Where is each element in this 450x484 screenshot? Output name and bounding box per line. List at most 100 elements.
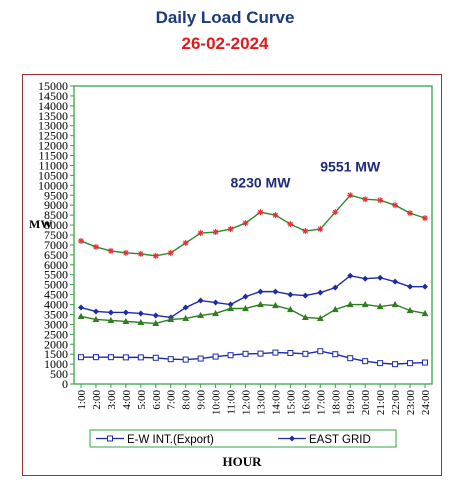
y-tick-label: 0 bbox=[62, 377, 68, 391]
data-point bbox=[197, 355, 204, 362]
data-point bbox=[152, 319, 160, 327]
x-tick-label: 14:00 bbox=[270, 390, 282, 416]
data-point bbox=[78, 304, 84, 311]
series-layer bbox=[77, 192, 429, 368]
data-point bbox=[301, 313, 309, 321]
x-tick-label: 12:00 bbox=[241, 390, 253, 416]
data-point bbox=[392, 202, 399, 209]
data-point bbox=[362, 196, 369, 203]
data-point bbox=[137, 318, 145, 326]
data-point bbox=[377, 360, 384, 367]
data-point bbox=[152, 252, 159, 259]
data-point bbox=[137, 250, 144, 257]
data-point bbox=[107, 354, 114, 361]
data-point bbox=[407, 360, 414, 367]
x-tick-label: 23:00 bbox=[405, 390, 417, 416]
legend-label: E-W INT.(Export) bbox=[127, 434, 214, 446]
data-point bbox=[257, 288, 264, 295]
data-point bbox=[362, 275, 369, 282]
data-point bbox=[422, 215, 428, 222]
data-point bbox=[107, 316, 115, 324]
y-tick-label: 10000 bbox=[38, 178, 68, 192]
y-tick-label: 13500 bbox=[38, 109, 68, 123]
data-point bbox=[227, 301, 234, 308]
x-tick-label: 1:00 bbox=[76, 390, 88, 410]
data-point bbox=[242, 220, 249, 227]
data-point bbox=[347, 355, 354, 362]
data-point bbox=[272, 301, 279, 309]
x-tick-label: 16:00 bbox=[300, 390, 312, 416]
x-axis: 1:00 2:00 3:00 4:00 5:00 6:00 7:00 8:00 9:00 10:0… bbox=[76, 384, 432, 415]
data-point bbox=[122, 354, 129, 361]
x-tick-label: 17:00 bbox=[315, 390, 327, 416]
data-point bbox=[392, 278, 399, 285]
data-point bbox=[242, 304, 249, 312]
y-tick-label: 7500 bbox=[44, 228, 68, 242]
data-point bbox=[332, 351, 339, 358]
data-point bbox=[317, 289, 324, 296]
data-point bbox=[287, 221, 294, 228]
y-tick-label: 6000 bbox=[44, 258, 68, 272]
x-tick-label: 21:00 bbox=[375, 390, 387, 416]
data-point bbox=[287, 350, 294, 357]
data-point bbox=[347, 192, 354, 199]
y-tick-label: 3000 bbox=[44, 317, 68, 331]
y-tick-label: 8500 bbox=[44, 208, 68, 222]
data-point bbox=[317, 348, 324, 355]
data-point bbox=[167, 356, 174, 363]
data-point bbox=[92, 315, 100, 323]
y-tick-label: 2000 bbox=[44, 337, 68, 351]
chart-subtitle: 26-02-2024 bbox=[181, 34, 269, 53]
x-tick-label: 4:00 bbox=[121, 390, 133, 410]
y-tick-label: 10500 bbox=[38, 168, 68, 182]
y-tick-label: 7000 bbox=[44, 238, 68, 252]
x-tick-label: 6:00 bbox=[151, 390, 163, 410]
data-point bbox=[347, 272, 354, 279]
data-point bbox=[227, 226, 234, 233]
data-point bbox=[197, 230, 204, 237]
y-axis-label: MW bbox=[29, 217, 52, 231]
data-point bbox=[212, 299, 219, 306]
chart-frame bbox=[22, 74, 442, 476]
data-point bbox=[257, 350, 264, 357]
data-point bbox=[182, 304, 189, 311]
data-point bbox=[212, 229, 219, 236]
y-tick-label: 5000 bbox=[44, 278, 68, 292]
data-point bbox=[272, 212, 279, 219]
y-tick-label: 3500 bbox=[44, 307, 68, 321]
x-tick-label: 20:00 bbox=[360, 390, 372, 416]
legend-marker bbox=[289, 435, 295, 442]
data-point bbox=[182, 314, 190, 322]
data-point bbox=[272, 349, 279, 356]
data-point bbox=[362, 358, 369, 365]
data-point bbox=[391, 300, 399, 308]
data-point bbox=[167, 249, 174, 256]
data-point bbox=[212, 353, 219, 360]
data-point bbox=[257, 300, 264, 308]
x-tick-label: 9:00 bbox=[196, 390, 208, 410]
data-point bbox=[242, 350, 249, 357]
data-point bbox=[167, 315, 175, 323]
x-tick-label: 10:00 bbox=[211, 390, 223, 416]
data-point bbox=[107, 309, 114, 316]
data-point bbox=[92, 308, 99, 315]
data-point bbox=[197, 297, 204, 304]
x-tick-label: 22:00 bbox=[390, 390, 402, 416]
data-point bbox=[137, 310, 144, 317]
x-tick-label: 19:00 bbox=[345, 390, 357, 416]
data-point bbox=[406, 306, 414, 314]
y-tick-label: 14500 bbox=[38, 89, 68, 103]
legend-box bbox=[89, 429, 397, 448]
x-axis-label: HOUR bbox=[223, 454, 263, 469]
y-tick-label: 4000 bbox=[44, 298, 68, 312]
series-3 bbox=[78, 192, 428, 259]
data-point bbox=[422, 283, 428, 290]
x-tick-label: 7:00 bbox=[166, 390, 178, 410]
data-point bbox=[302, 350, 309, 357]
legend-marker bbox=[107, 435, 113, 442]
data-point bbox=[302, 292, 309, 299]
data-point bbox=[287, 291, 294, 298]
data-point bbox=[302, 228, 309, 235]
data-point bbox=[212, 309, 220, 317]
